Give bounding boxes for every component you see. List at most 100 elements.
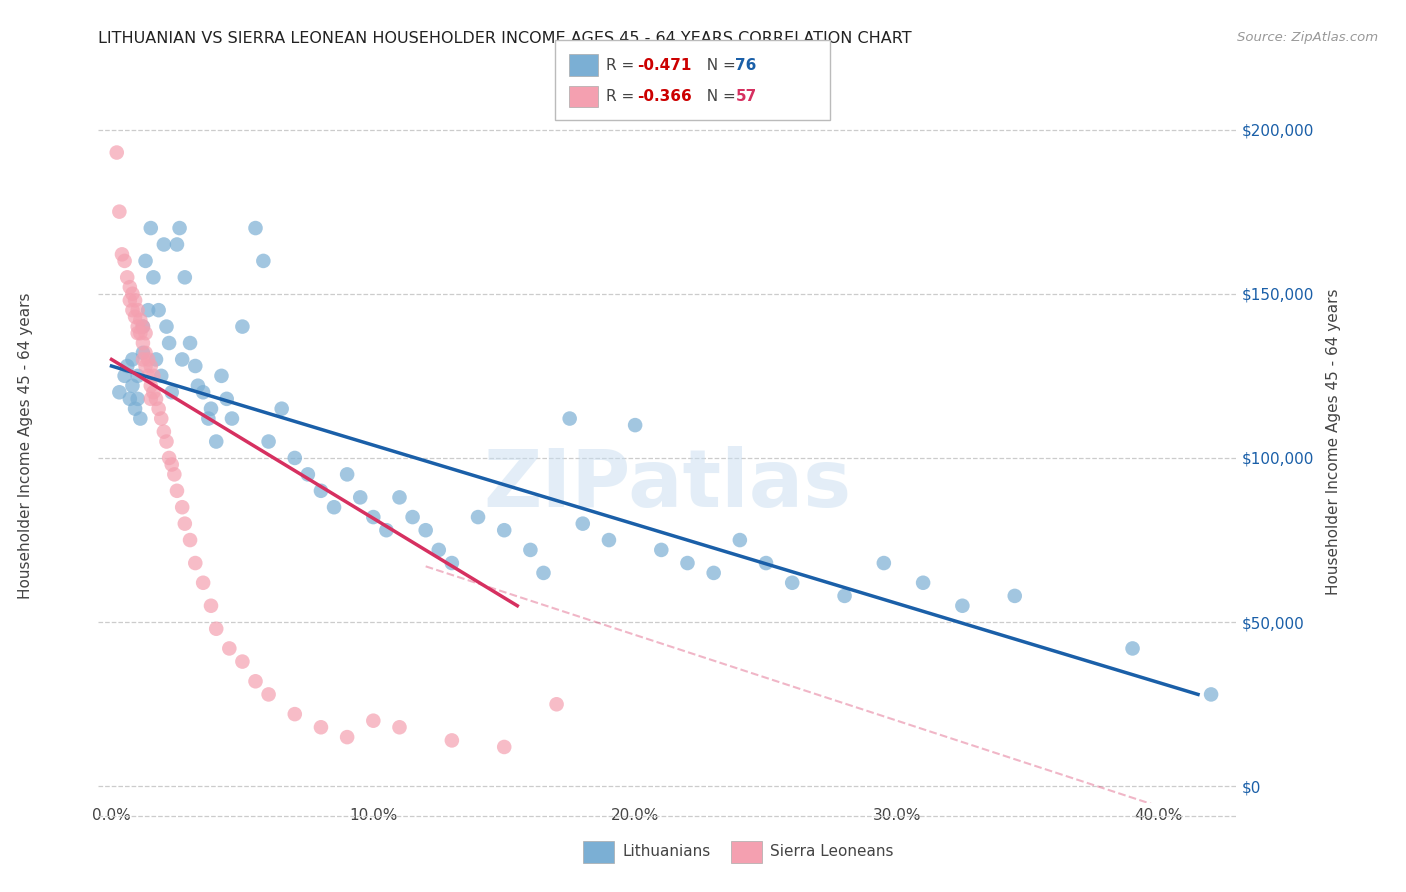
Point bbox=[245, 221, 267, 235]
Point bbox=[124, 310, 146, 324]
Point bbox=[200, 401, 222, 416]
Point bbox=[519, 542, 541, 557]
Point bbox=[297, 467, 319, 482]
Point bbox=[150, 368, 173, 383]
Point bbox=[135, 326, 157, 341]
Point bbox=[205, 622, 228, 636]
Point bbox=[129, 313, 152, 327]
Text: Source: ZipAtlas.com: Source: ZipAtlas.com bbox=[1237, 31, 1378, 45]
Point bbox=[257, 687, 280, 701]
Point bbox=[494, 739, 516, 754]
Point bbox=[160, 458, 183, 472]
Point bbox=[153, 425, 176, 439]
Point bbox=[135, 359, 157, 373]
Point bbox=[108, 385, 131, 400]
Text: -0.471: -0.471 bbox=[637, 58, 692, 72]
Point bbox=[284, 450, 307, 465]
Point bbox=[401, 510, 423, 524]
Point bbox=[148, 401, 170, 416]
Point bbox=[127, 326, 149, 341]
Point bbox=[114, 253, 136, 268]
Point bbox=[132, 319, 155, 334]
Text: ZIPatlas: ZIPatlas bbox=[484, 446, 852, 524]
Point bbox=[197, 411, 219, 425]
Point bbox=[136, 303, 159, 318]
Point bbox=[309, 720, 332, 734]
Point bbox=[173, 270, 195, 285]
Point bbox=[873, 556, 896, 570]
Point bbox=[132, 346, 155, 360]
Point bbox=[118, 293, 141, 308]
Point bbox=[148, 303, 170, 318]
Point bbox=[191, 575, 214, 590]
Point bbox=[127, 392, 149, 406]
Point bbox=[571, 516, 593, 531]
Point bbox=[221, 411, 243, 425]
Point bbox=[950, 599, 973, 613]
Point bbox=[111, 247, 134, 261]
Text: -0.366: -0.366 bbox=[637, 89, 692, 103]
Point bbox=[166, 237, 188, 252]
Point bbox=[108, 204, 131, 219]
Point bbox=[624, 418, 647, 433]
Point bbox=[388, 491, 411, 505]
Point bbox=[912, 575, 935, 590]
Point bbox=[388, 720, 411, 734]
Point bbox=[127, 368, 149, 383]
Point bbox=[728, 533, 751, 547]
Text: 76: 76 bbox=[735, 58, 756, 72]
Y-axis label: Householder Income Ages 45 - 64 years: Householder Income Ages 45 - 64 years bbox=[1326, 288, 1341, 595]
Point bbox=[132, 352, 155, 367]
Point bbox=[184, 359, 207, 373]
Text: R =: R = bbox=[606, 58, 640, 72]
Point bbox=[121, 286, 143, 301]
Point bbox=[142, 385, 165, 400]
Point bbox=[105, 145, 128, 160]
Text: Lithuanians: Lithuanians bbox=[623, 845, 711, 859]
Point bbox=[336, 730, 359, 744]
Text: LITHUANIAN VS SIERRA LEONEAN HOUSEHOLDER INCOME AGES 45 - 64 YEARS CORRELATION C: LITHUANIAN VS SIERRA LEONEAN HOUSEHOLDER… bbox=[98, 31, 912, 46]
Point bbox=[166, 483, 188, 498]
Point bbox=[231, 319, 253, 334]
Point bbox=[135, 253, 157, 268]
Point bbox=[157, 336, 180, 351]
Point bbox=[494, 523, 516, 537]
Text: N =: N = bbox=[697, 58, 741, 72]
Point bbox=[533, 566, 555, 580]
Text: 57: 57 bbox=[735, 89, 756, 103]
Point bbox=[349, 491, 371, 505]
Point bbox=[118, 392, 141, 406]
Point bbox=[139, 359, 162, 373]
Point bbox=[440, 733, 463, 747]
Point bbox=[187, 378, 209, 392]
Point bbox=[169, 221, 191, 235]
Point bbox=[467, 510, 489, 524]
Text: R =: R = bbox=[606, 89, 640, 103]
Point bbox=[218, 641, 240, 656]
Point bbox=[155, 319, 177, 334]
Point bbox=[172, 352, 194, 367]
Point bbox=[309, 483, 332, 498]
Point bbox=[1122, 641, 1144, 656]
Point bbox=[142, 270, 165, 285]
Point bbox=[558, 411, 581, 425]
Point bbox=[375, 523, 398, 537]
Point bbox=[132, 319, 155, 334]
Point bbox=[780, 575, 803, 590]
Point bbox=[129, 326, 152, 341]
Point bbox=[200, 599, 222, 613]
Point bbox=[211, 368, 233, 383]
Point bbox=[1004, 589, 1026, 603]
Point bbox=[598, 533, 620, 547]
Text: Sierra Leoneans: Sierra Leoneans bbox=[770, 845, 894, 859]
Point bbox=[336, 467, 359, 482]
Point bbox=[145, 392, 167, 406]
Point bbox=[440, 556, 463, 570]
Point bbox=[270, 401, 292, 416]
Point bbox=[121, 378, 143, 392]
Text: Householder Income Ages 45 - 64 years: Householder Income Ages 45 - 64 years bbox=[18, 293, 32, 599]
Point bbox=[153, 237, 176, 252]
Point bbox=[231, 655, 253, 669]
Point bbox=[546, 698, 568, 712]
Point bbox=[124, 401, 146, 416]
